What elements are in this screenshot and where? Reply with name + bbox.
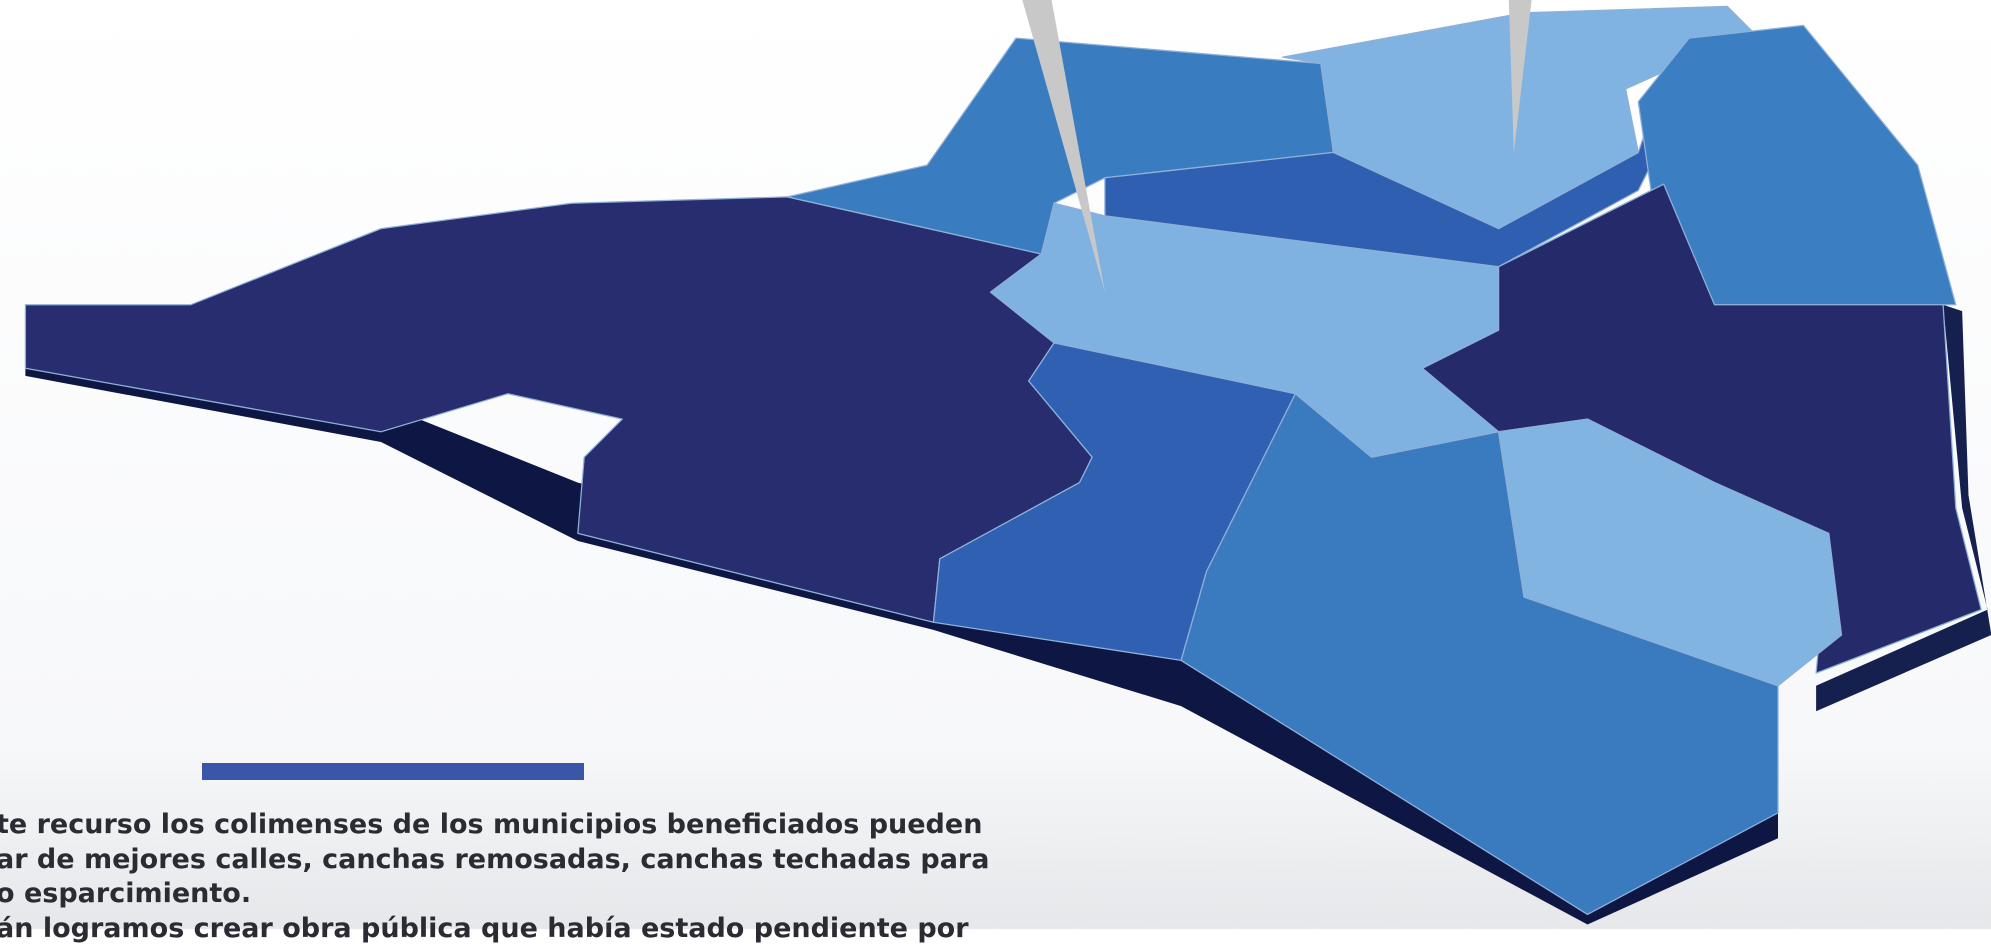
paragraph: te recurso los colimenses de los municip…: [0, 808, 996, 946]
map: [0, 0, 1991, 929]
page: te recurso los colimenses de los municip…: [0, 0, 1991, 929]
region: [25, 197, 1092, 622]
text-line: ar de mejores calles, canchas remosadas,…: [0, 843, 996, 878]
accent-bar: [202, 763, 584, 780]
text-line: te recurso los colimenses de los municip…: [0, 808, 996, 843]
text-line: o esparcimiento.: [0, 877, 996, 912]
